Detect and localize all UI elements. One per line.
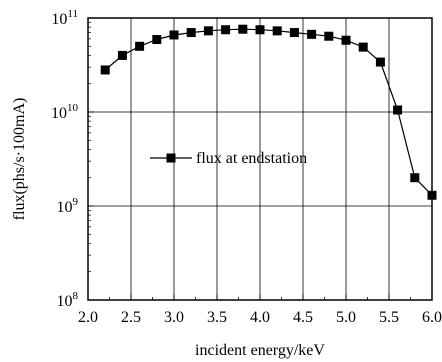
data-point [393, 105, 403, 115]
x-tick-label: 5.0 [336, 309, 356, 326]
x-tick-label: 6.0 [422, 309, 442, 326]
y-tick-label: 1011 [51, 8, 78, 28]
data-point [307, 29, 317, 39]
x-tick-label: 3.0 [164, 309, 184, 326]
data-point [100, 65, 110, 75]
data-point [289, 28, 299, 38]
data-point [358, 42, 368, 52]
grid [88, 18, 432, 300]
x-tick-label: 5.5 [379, 309, 399, 326]
y-tick-label: 109 [57, 196, 79, 216]
x-tick-label: 2.5 [121, 309, 141, 326]
legend-marker [166, 153, 176, 163]
data-point [375, 57, 385, 67]
x-axis-label: incident energy/keV [195, 342, 325, 359]
y-tick-label: 1010 [51, 102, 79, 122]
y-axis-label: flux(phs/s·100mA) [11, 98, 28, 221]
data-point [410, 173, 420, 183]
y-axis: 108 109 1010 1011 [51, 8, 94, 310]
legend-label: flux at endstation [196, 150, 307, 167]
data-point [117, 50, 127, 60]
x-tick-label: 4.0 [250, 309, 270, 326]
data-point [238, 24, 248, 34]
data-point [427, 190, 437, 200]
data-point [255, 25, 265, 35]
x-tick-label: 4.5 [293, 309, 313, 326]
x-tick-label: 3.5 [207, 309, 227, 326]
data-point [135, 41, 145, 51]
legend: flux at endstation [150, 150, 307, 167]
data-point [272, 26, 282, 36]
data-point [203, 26, 213, 36]
x-tick-label: 2.0 [78, 309, 98, 326]
data-point [341, 35, 351, 45]
data-point [152, 35, 162, 45]
data-point [169, 30, 179, 40]
series [100, 24, 437, 200]
y-tick-label: 108 [57, 290, 79, 310]
data-point [324, 31, 334, 41]
data-point [221, 25, 231, 35]
x-axis: 2.0 2.5 3.0 3.5 4.0 4.5 5.0 5.5 6.0 [78, 294, 442, 326]
data-point [186, 28, 196, 38]
